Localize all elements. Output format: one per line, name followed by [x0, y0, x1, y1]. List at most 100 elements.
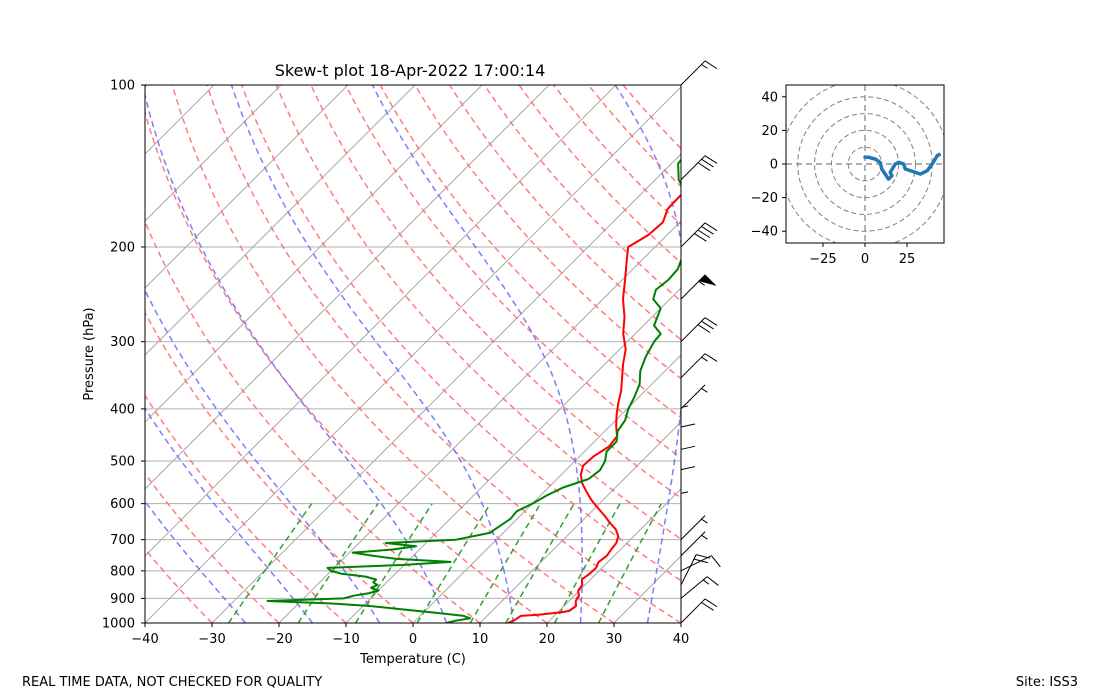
hodograph-y-tick-label: −40 [751, 225, 778, 240]
mixing-ratio-line [469, 503, 542, 623]
y-tick-label: 300 [110, 335, 135, 350]
chart-title: Skew-t plot 18-Apr-2022 17:00:14 [275, 61, 546, 80]
mixing-ratio-line [416, 503, 492, 623]
wind-barb [680, 555, 721, 572]
x-tick-label: 20 [539, 632, 556, 647]
wind-barb [680, 576, 719, 599]
isotherm-line [278, 220, 681, 623]
isotherm-line [145, 86, 681, 623]
hodograph-trace [863, 152, 942, 181]
wind-barb [680, 353, 718, 379]
wind-barb [680, 598, 718, 624]
wind-barb [680, 155, 718, 181]
wind-barb [680, 222, 718, 248]
y-tick-label: 900 [110, 592, 135, 607]
isotherm-line [680, 622, 681, 623]
dry-adiabat [275, 85, 681, 540]
moist-adiabat [230, 85, 515, 623]
y-axis-label: Pressure (hPa) [82, 307, 97, 400]
dry-adiabat [483, 85, 681, 303]
wind-barb [680, 445, 696, 484]
dry-adiabat [553, 85, 681, 226]
moist-adiabat [614, 85, 681, 623]
x-tick-label: 30 [606, 632, 623, 647]
moist-adiabat [145, 288, 381, 623]
y-tick-label: 500 [110, 455, 135, 470]
y-tick-label: 100 [110, 79, 135, 94]
wind-barb [680, 531, 708, 557]
y-tick-label: 1000 [102, 617, 135, 632]
dry-adiabat [145, 394, 347, 623]
x-tick-label: 40 [673, 632, 690, 647]
hodograph-ring [814, 113, 916, 215]
hodograph-y-tick-label: 40 [761, 90, 778, 105]
wind-barb [680, 423, 696, 462]
hodograph-y-tick-label: 20 [761, 124, 778, 139]
moist-adiabat [145, 407, 314, 623]
isotherm-line [145, 85, 349, 289]
isotherm-line [479, 421, 681, 623]
isotherm-line [546, 488, 681, 623]
x-tick-label: −40 [131, 632, 158, 647]
isotherm-line [145, 85, 550, 490]
dry-adiabat [448, 85, 681, 341]
site-label: Site: ISS3 [1015, 675, 1078, 690]
hodograph-x-tick-label: 0 [861, 252, 869, 267]
hodograph [786, 85, 944, 243]
moist-adiabat [145, 91, 448, 623]
dry-adiabat [414, 85, 681, 380]
axes: −40 −30 −20 −10 0 10 20 30 40 1000 900 800 700 600 500… [102, 79, 689, 648]
dewpoint-profile [266, 158, 681, 623]
x-tick-label: −10 [332, 632, 359, 647]
wind-barb [680, 554, 711, 586]
y-tick-label: 400 [110, 402, 135, 417]
isotherm-line [748, 85, 1100, 623]
moist-adiabat [145, 500, 247, 623]
dry-adiabat [587, 85, 681, 188]
wind-barbs [680, 60, 721, 624]
mixing-ratio-line [227, 503, 313, 623]
hodograph-x-tick-label: 25 [899, 252, 916, 267]
dry-adiabat [310, 85, 681, 500]
background-lines [145, 85, 1100, 623]
x-tick-label: 0 [409, 632, 417, 647]
x-tick-label: 10 [472, 632, 489, 647]
profile-lines [266, 158, 681, 623]
y-tick-label: 800 [110, 564, 135, 579]
isotherm-line [145, 85, 282, 222]
isotherm-line [145, 85, 617, 557]
quality-disclaimer: REAL TIME DATA, NOT CHECKED FOR QUALITY [22, 675, 323, 690]
dry-adiabat [518, 85, 681, 264]
isotherm-line [145, 85, 416, 356]
dry-adiabat [145, 472, 280, 623]
hodograph-axes: −25 0 25 40 20 0 −20 −40 [751, 90, 916, 267]
mixing-ratio-line [354, 503, 433, 623]
wind-barb [680, 384, 708, 410]
dry-adiabat [145, 311, 414, 623]
wind-barb [680, 60, 718, 86]
hodograph-y-tick-label: −20 [751, 191, 778, 206]
x-axis-label: Temperature (C) [359, 652, 466, 667]
temperature-profile [507, 193, 681, 623]
dry-adiabat [145, 219, 481, 623]
y-tick-label: 700 [110, 533, 135, 548]
isotherm-line [145, 85, 483, 423]
x-tick-label: −20 [265, 632, 292, 647]
wind-barb [680, 488, 689, 523]
wind-barb [680, 515, 708, 541]
dry-adiabat [240, 85, 681, 582]
hodograph-y-tick-label: 0 [770, 158, 778, 173]
wind-barb [680, 274, 717, 300]
isotherm-line [412, 354, 681, 623]
isotherm-line [345, 287, 681, 623]
hodograph-x-tick-label: −25 [809, 252, 836, 267]
x-tick-label: −30 [198, 632, 225, 647]
dry-adiabat [379, 85, 681, 419]
wind-barb [680, 317, 718, 343]
dry-adiabat [145, 547, 213, 623]
isotherm-line [613, 555, 681, 623]
isotherm-line [211, 153, 681, 623]
y-tick-label: 200 [110, 240, 135, 255]
y-tick-label: 600 [110, 497, 135, 512]
